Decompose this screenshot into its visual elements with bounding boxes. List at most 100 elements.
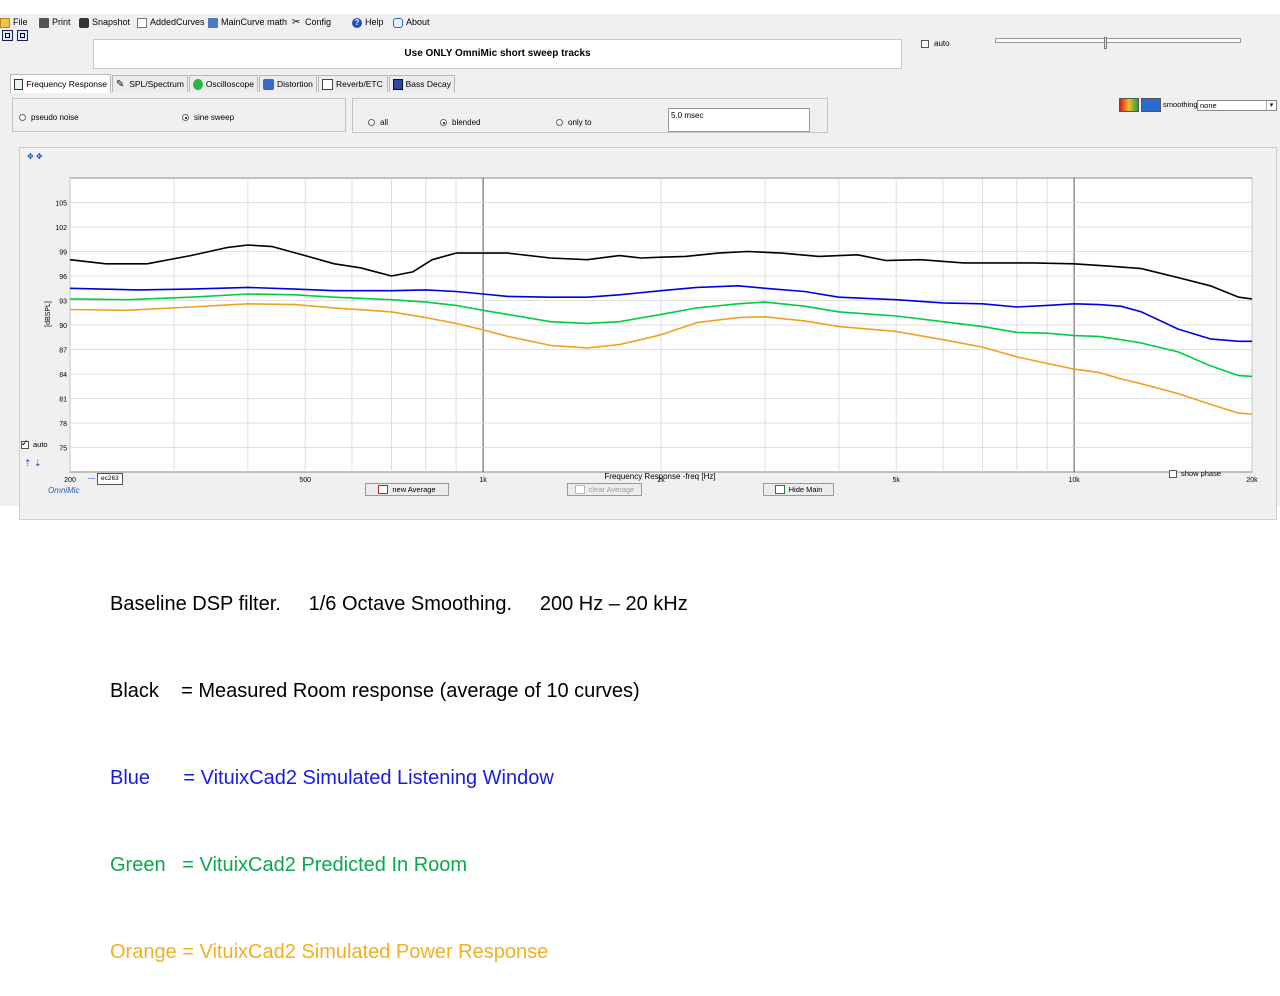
caption-line-1: Baseline DSP filter. 1/6 Octave Smoothin…	[110, 593, 688, 615]
sine-sweep-label: sine sweep	[194, 113, 235, 122]
new-average-button[interactable]: new Average	[365, 483, 449, 496]
chart-auto-row[interactable]: auto	[21, 438, 48, 449]
tab-distortion[interactable]: Distortion	[259, 75, 317, 92]
auto-checkbox[interactable]	[921, 39, 929, 48]
chart-series	[69, 244, 1253, 415]
y-tick-label: 75	[59, 446, 67, 453]
menu-addedcurves-label: AddedCurves	[150, 17, 205, 27]
calculator-icon	[208, 17, 218, 28]
menu-print-label: Print	[52, 17, 71, 27]
zoom-arrows-icon[interactable]: ✥ ✥	[27, 152, 43, 161]
all-option[interactable]: all	[368, 118, 388, 127]
level-slider-thumb[interactable]	[1104, 37, 1107, 49]
series-line-1	[69, 284, 1252, 343]
x-tick-label: 500	[299, 477, 311, 484]
clear-average-button[interactable]: clear Average	[567, 483, 642, 496]
series-line-2	[69, 293, 1253, 378]
y-tick-label: 102	[55, 225, 67, 232]
menu-file-label: File	[13, 17, 28, 27]
smoothing-label: smoothing	[1163, 100, 1198, 109]
menu-maincurve-label: MainCurve math	[221, 17, 288, 27]
caption-line-blue: Blue = VituixCad2 Simulated Listening Wi…	[110, 767, 554, 789]
hide-main-button[interactable]: Hide Main	[763, 483, 834, 496]
y-tick-label: 90	[59, 323, 67, 330]
tab-label: Distortion	[277, 78, 313, 89]
tab-oscilloscope[interactable]: Oscilloscope	[189, 75, 258, 92]
tab-frequency-response[interactable]: Frequency Response	[10, 74, 111, 93]
auto-label: auto	[934, 39, 950, 48]
menu-file[interactable]: File	[0, 16, 28, 29]
tab-reverb-etc[interactable]: Reverb/ETC	[318, 75, 388, 92]
chart-auto-label: auto	[33, 440, 48, 449]
tab-bass-decay[interactable]: Bass Decay	[389, 75, 455, 92]
pseudo-noise-radio[interactable]	[19, 114, 26, 121]
menu-config[interactable]: ✂ Config	[292, 16, 331, 29]
only-to-option[interactable]: only to	[556, 118, 592, 127]
frequency-response-chart: 75 78 81 84 87 90 93 96 99 102 105 200 500 1k 2k 5k 10k 2…	[24, 152, 1258, 484]
toolbar-square-icon	[5, 33, 10, 38]
level-slider-track[interactable]	[995, 38, 1241, 43]
menu-help[interactable]: ? Help	[352, 16, 384, 29]
pan-arrows-icon[interactable]: ⇡ ⇣	[24, 458, 42, 468]
menu-print[interactable]: Print	[39, 16, 71, 29]
hide-main-label: Hide Main	[788, 485, 823, 494]
caption-line-black: Black = Measured Room response (average …	[110, 680, 640, 702]
sine-sweep-radio[interactable]	[182, 114, 189, 121]
blended-label: blended	[452, 118, 481, 127]
auto-checkbox-row[interactable]: auto	[921, 39, 950, 48]
x-tick-label: 20k	[1246, 477, 1258, 484]
menu-about[interactable]: About	[393, 16, 430, 29]
pseudo-noise-label: pseudo noise	[31, 113, 79, 122]
all-label: all	[380, 118, 389, 127]
menu-addedcurves[interactable]: AddedCurves	[137, 16, 205, 29]
chart-auto-checkbox[interactable]	[21, 438, 29, 449]
x-tick-label: 2k	[657, 477, 665, 484]
curves-icon	[137, 17, 147, 28]
msec-input[interactable]: 5.0 msec	[668, 108, 810, 132]
device-badge[interactable]: ec263	[97, 473, 123, 485]
pseudo-noise-option[interactable]: pseudo noise	[19, 113, 79, 122]
toolbar-button-2[interactable]	[17, 30, 28, 41]
menu-help-label: Help	[365, 17, 384, 27]
y-tick-label: 84	[59, 372, 67, 379]
only-to-radio[interactable]	[556, 119, 563, 126]
tab-label: Oscilloscope	[205, 78, 254, 89]
new-average-label: new Average	[392, 485, 436, 494]
tab-label: Bass Decay	[405, 78, 451, 89]
blended-radio[interactable]	[440, 119, 447, 126]
printer-icon	[39, 17, 49, 28]
message-box: Use ONLY OmniMic short sweep tracks	[93, 39, 902, 69]
blended-option[interactable]: blended	[440, 118, 480, 127]
y-tick-label: 81	[59, 397, 67, 404]
series-line-0	[69, 244, 1253, 300]
reverb-icon	[322, 78, 333, 90]
y-tick-label: 78	[59, 421, 67, 428]
oscilloscope-icon	[193, 78, 203, 90]
y-tick-label: 87	[59, 348, 67, 355]
color-button[interactable]	[1119, 98, 1139, 112]
omnimic-window: File Print Snapshot AddedCurves MainCurv…	[0, 14, 1280, 520]
x-tick-label: 5k	[892, 477, 900, 484]
smoothing-icon-button[interactable]	[1141, 98, 1161, 112]
hide-icon	[774, 485, 785, 494]
series-line-3	[69, 302, 1253, 415]
x-tick-label: 1k	[479, 477, 487, 484]
tab-spl-spectrum[interactable]: ✎ SPL/Spectrum	[112, 75, 188, 92]
chat-icon	[393, 17, 403, 28]
clear-icon	[574, 485, 585, 494]
show-phase-row[interactable]: show phase	[1169, 469, 1221, 478]
folder-icon	[0, 17, 10, 28]
sine-sweep-option[interactable]: sine sweep	[182, 113, 234, 122]
all-radio[interactable]	[368, 119, 375, 126]
show-phase-checkbox[interactable]	[1169, 469, 1177, 478]
y-axis-label: [dBSPL]	[45, 301, 52, 327]
omnimic-logo: OmniMic	[48, 486, 80, 495]
legend-caption: Baseline DSP filter. 1/6 Octave Smoothin…	[110, 532, 688, 996]
toolbar-square-icon	[20, 33, 25, 38]
menu-maincurve-math[interactable]: MainCurve math	[208, 16, 287, 29]
device-dash: —	[88, 475, 95, 482]
caption-line-orange: Orange = VituixCad2 Simulated Power Resp…	[110, 941, 549, 963]
menu-snapshot[interactable]: Snapshot	[79, 16, 130, 29]
smoothing-select[interactable]: none ▾	[1197, 100, 1277, 111]
toolbar-button-1[interactable]	[2, 30, 13, 41]
